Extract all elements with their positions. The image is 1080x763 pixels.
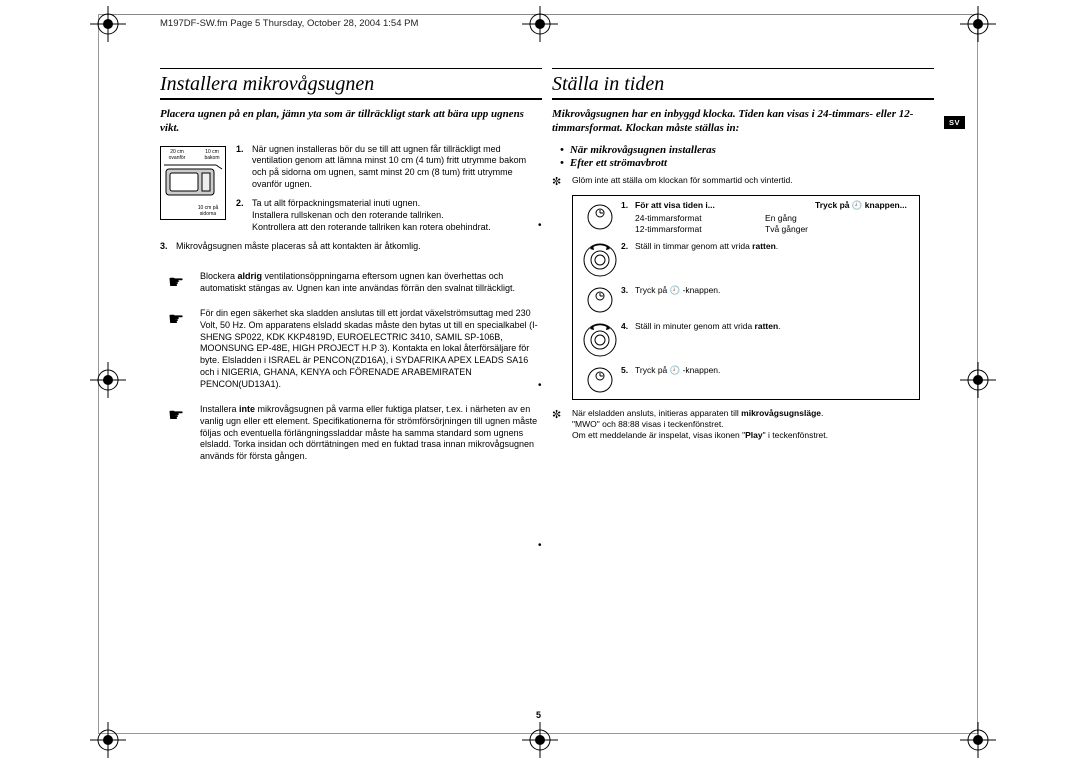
condition-list: När mikrovågsugnen installeras Efter ett… [560,144,934,169]
warning-text: Installera inte mikrovågsugnen på varma … [200,404,542,462]
language-tab: SV [944,116,965,129]
right-intro: Mikrovågsugnen har en inbyggd klocka. Ti… [552,108,934,136]
warning-item: ☛ Installera inte mikrovågsugnen på varm… [160,404,542,462]
note-item: ✼ När elsladden ansluts, initieras appar… [552,408,934,441]
clock-steps-box: 1. För att visa tiden i... Tryck på 🕘 kn… [572,195,920,400]
crop-mark [522,6,558,42]
clock-step: 2. Ställ in timmar genom att vrida ratte… [579,241,913,279]
step-text: Tryck på 🕘 -knappen. [635,285,913,315]
clock-button-icon [579,285,621,315]
warning-item: ☛ Blockera aldrig ventilationsöppningarn… [160,271,542,294]
microwave-diagram: 20 cm ovanför 10 cm bakom 10 cm på sidor… [160,146,226,220]
crop-mark [960,722,996,758]
clock-step: 5. Tryck på 🕘 -knappen. [579,365,913,395]
left-intro: Placera ugnen på en plan, jämn yta som ä… [160,108,542,136]
warning-text: Blockera aldrig ventilationsöppningarna … [200,271,542,294]
crop-mark [90,722,126,758]
dial-icon [579,241,621,279]
section-title-right: Ställa in tiden [552,68,934,100]
note-item: ✼ Glöm inte att ställa om klockan för so… [552,175,934,189]
table-cell: 12-timmarsformat [635,224,765,235]
page-number: 5 [536,710,541,720]
step-item: 2.Ta ut allt förpackningsmaterial inuti … [236,198,542,233]
clock-button-icon [579,365,621,395]
warning-item: ☛ För din egen säkerhet ska sladden ansl… [160,308,542,390]
section-title-left: Installera mikrovågsugnen [160,68,542,100]
note-text: Glöm inte att ställa om klockan för somm… [572,175,934,189]
note-line: "MWO" och 88:88 visas i teckenfönstret. [572,419,934,430]
step-text: Ställ in timmar genom att vrida ratten. [635,241,913,279]
right-column: Ställa in tiden Mikrovågsugnen har en in… [552,68,934,447]
step-text: Tryck på 🕘 -knappen. [635,365,913,395]
pointer-icon: ☛ [160,308,200,390]
pointer-icon: ☛ [160,271,200,294]
crop-mark [522,722,558,758]
step-text: Ta ut allt förpackningsmaterial inuti ug… [252,198,542,233]
step-text: När ugnen installeras bör du se till att… [252,144,542,191]
clock-step: 1. För att visa tiden i... Tryck på 🕘 kn… [579,200,913,235]
table-header: För att visa tiden i... [635,200,715,210]
warning-text: För din egen säkerhet ska sladden anslut… [200,308,542,390]
clock-step: 4. Ställ in minuter genom att vrida ratt… [579,321,913,359]
crop-mark [960,362,996,398]
format-table: 24-timmarsformatEn gång 12-timmarsformat… [635,213,913,235]
step-item: 1.När ugnen installeras bör du se till a… [236,144,542,191]
left-column: Installera mikrovågsugnen Placera ugnen … [160,68,542,477]
step-text: Ställ in minuter genom att vrida ratten. [635,321,913,359]
diagram-label: 10 cm på sidorna [193,205,223,217]
step-text: Mikrovågsugnen måste placeras så att kon… [176,241,542,253]
crop-mark [90,362,126,398]
microwave-icon [164,163,224,203]
list-item: När mikrovågsugnen installeras [560,144,934,156]
crop-mark [90,6,126,42]
table-cell: 24-timmarsformat [635,213,765,224]
header-text: M197DF-SW.fm Page 5 Thursday, October 28… [160,18,418,29]
note-text: När elsladden ansluts, initieras apparat… [572,408,934,441]
fold-dot: • [538,540,542,551]
step-item: 3.Mikrovågsugnen måste placeras så att k… [160,241,542,253]
table-header: Tryck på 🕘 knappen... [815,200,907,211]
note-icon: ✼ [552,408,572,441]
table-cell: Två gånger [765,224,865,235]
list-item: Efter ett strömavbrott [560,157,934,169]
table-cell: En gång [765,213,865,224]
crop-mark [960,6,996,42]
clock-button-icon [579,200,621,235]
dial-icon [579,321,621,359]
diagram-label: 10 cm bakom [201,149,223,161]
clock-step: 3. Tryck på 🕘 -knappen. [579,285,913,315]
diagram-label: 20 cm ovanför [163,149,191,161]
pointer-icon: ☛ [160,404,200,462]
note-icon: ✼ [552,175,572,189]
